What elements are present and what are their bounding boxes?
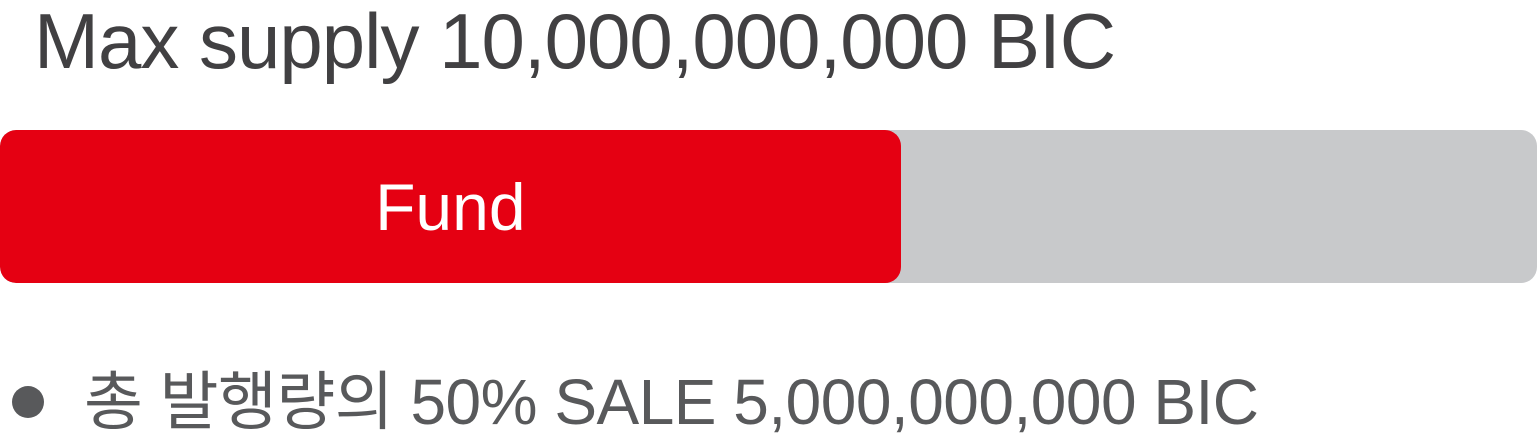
bullet-icon [12,386,44,418]
fund-bar-fill: Fund [0,130,901,283]
fund-label: Fund [375,169,526,244]
max-supply-title: Max supply 10,000,000,000 BIC [34,0,1116,85]
sale-note: 총 발행량의 50% SALE 5,000,000,000 BIC [12,362,1259,442]
supply-bar: Fund [0,130,1537,283]
sale-note-text: 총 발행량의 50% SALE 5,000,000,000 BIC [84,366,1259,438]
